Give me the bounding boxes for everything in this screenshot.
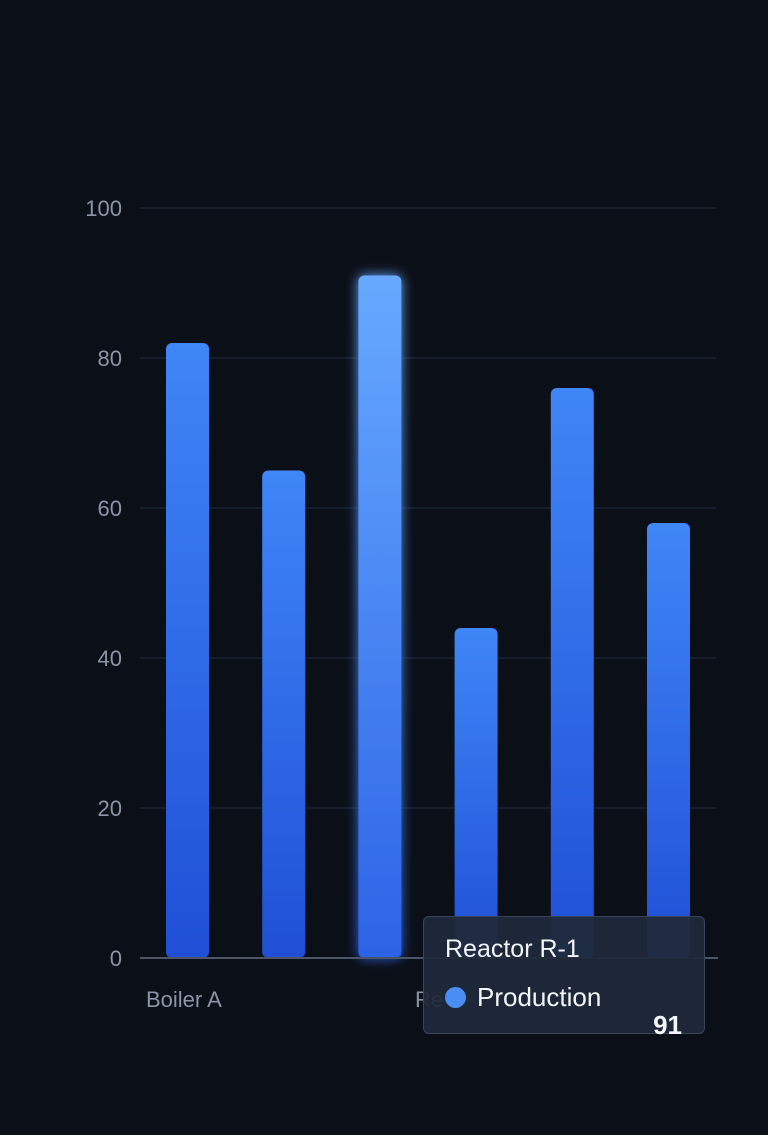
x-axis-labels: Boiler ARe bbox=[146, 987, 443, 1012]
tooltip-series-label: Production bbox=[477, 981, 602, 1012]
tooltip-title: Reactor R-1 bbox=[445, 935, 580, 963]
y-axis-ticks: 0 20 40 60 80 100 bbox=[85, 196, 122, 971]
tooltip-value: 91 bbox=[653, 1010, 682, 1040]
bar[interactable] bbox=[454, 628, 498, 958]
bar[interactable] bbox=[262, 470, 306, 959]
y-tick-label: 40 bbox=[98, 646, 122, 671]
x-tick-label: Boiler A bbox=[146, 987, 222, 1012]
y-tick-label: 0 bbox=[110, 946, 122, 971]
bar[interactable] bbox=[550, 388, 594, 958]
grid-lines bbox=[140, 207, 716, 809]
bar-tooltip: Reactor R-1 Production 91 bbox=[423, 916, 705, 1040]
y-tick-label: 60 bbox=[98, 496, 122, 521]
bar[interactable] bbox=[166, 343, 209, 958]
tooltip-series-row: Production bbox=[445, 982, 601, 1012]
y-tick-label: 20 bbox=[98, 796, 122, 821]
series-dot-icon bbox=[445, 986, 466, 1008]
y-tick-label: 80 bbox=[98, 346, 122, 371]
y-tick-label: 100 bbox=[85, 196, 122, 221]
bars bbox=[166, 275, 690, 959]
bar[interactable] bbox=[358, 275, 402, 959]
bar[interactable] bbox=[647, 523, 690, 958]
